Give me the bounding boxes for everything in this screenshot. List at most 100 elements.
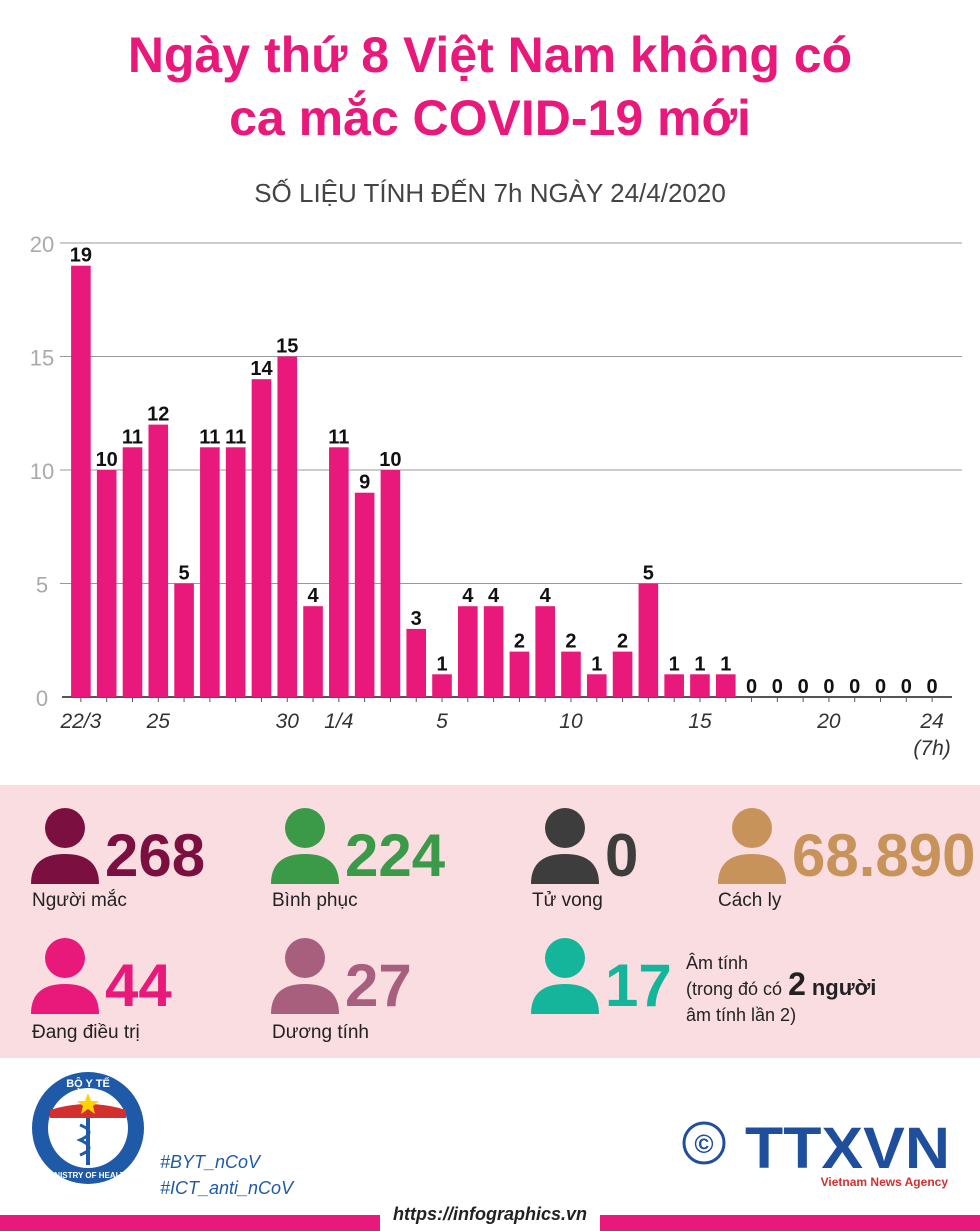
person-head bbox=[285, 808, 325, 848]
person-body bbox=[31, 854, 99, 884]
url[interactable]: https://infographics.vn bbox=[393, 1204, 587, 1224]
data-label: 11 bbox=[199, 426, 220, 448]
x-tick-note: (7h) bbox=[913, 737, 950, 760]
x-tick-label: 20 bbox=[816, 710, 841, 733]
stat-value: 44 bbox=[105, 952, 172, 1019]
person-body bbox=[271, 984, 339, 1014]
bar bbox=[561, 651, 581, 697]
note-pre: (trong đó có bbox=[686, 979, 782, 999]
subtitle: SỐ LIỆU TÍNH ĐẾN 7h NGÀY 24/4/2020 bbox=[254, 178, 726, 208]
bar bbox=[458, 606, 478, 697]
bar bbox=[406, 628, 427, 697]
stat-label: Người mắc bbox=[32, 889, 127, 911]
data-label: 1 bbox=[669, 653, 680, 675]
person-head bbox=[732, 808, 772, 848]
data-label: 15 bbox=[276, 336, 298, 358]
data-label: 0 bbox=[746, 676, 757, 698]
data-label: 19 bbox=[70, 245, 92, 267]
data-label: 0 bbox=[875, 676, 886, 698]
x-tick-label: 10 bbox=[559, 710, 583, 733]
person-head bbox=[285, 938, 325, 978]
data-label: 2 bbox=[617, 631, 628, 653]
y-tick-label: 20 bbox=[30, 232, 54, 257]
bar bbox=[303, 606, 323, 697]
x-tick-label: 25 bbox=[146, 710, 171, 733]
stat: 17 Âm tính (trong đó có 2 người âm tính lần 2… bbox=[531, 938, 876, 1025]
data-label: 4 bbox=[462, 585, 474, 607]
bar bbox=[71, 265, 91, 697]
bar bbox=[354, 492, 375, 697]
person-body bbox=[31, 984, 99, 1014]
person-head bbox=[545, 808, 585, 848]
data-label: 0 bbox=[798, 676, 809, 698]
note-post: người bbox=[812, 975, 877, 1000]
bar bbox=[509, 651, 530, 697]
hashtag: #ICT_anti_nCoV bbox=[160, 1178, 295, 1198]
person-head bbox=[45, 938, 85, 978]
copyright: © bbox=[694, 1129, 713, 1159]
bar bbox=[715, 674, 736, 697]
stat-label: Dương tính bbox=[272, 1022, 369, 1043]
stat-value: 27 bbox=[345, 952, 412, 1019]
agency-logo: TTXVN bbox=[745, 1116, 950, 1181]
person-head bbox=[45, 808, 85, 848]
bar bbox=[535, 606, 555, 697]
person-body bbox=[718, 854, 786, 884]
data-label: 10 bbox=[96, 449, 118, 471]
bar bbox=[638, 583, 659, 697]
data-label: 1 bbox=[694, 653, 705, 675]
x-tick-label: 22/3 bbox=[59, 710, 101, 733]
person-head bbox=[545, 938, 585, 978]
bar bbox=[277, 356, 298, 697]
person-body bbox=[531, 984, 599, 1014]
stat-value: 68.890 bbox=[792, 822, 976, 889]
bar bbox=[122, 447, 143, 697]
logo-star bbox=[77, 1093, 99, 1114]
stat-label: Tử vong bbox=[532, 890, 603, 911]
bar bbox=[612, 651, 633, 697]
data-label: 5 bbox=[643, 563, 654, 585]
bar bbox=[432, 674, 452, 697]
data-label: 0 bbox=[901, 676, 912, 698]
logo-snake bbox=[76, 1123, 91, 1157]
x-tick-label: 1/4 bbox=[324, 710, 353, 733]
note-head: Âm tính bbox=[686, 953, 748, 973]
data-label: 11 bbox=[328, 426, 349, 448]
y-tick-label: 10 bbox=[30, 459, 54, 484]
data-label: 2 bbox=[565, 631, 576, 653]
data-label: 9 bbox=[359, 472, 370, 494]
stat: 27 Dương tính bbox=[271, 938, 412, 1043]
x-tick-label: 24 bbox=[919, 710, 943, 733]
bar bbox=[225, 447, 246, 697]
stat-value: 224 bbox=[345, 822, 446, 889]
data-label: 3 bbox=[411, 608, 422, 630]
data-label: 0 bbox=[772, 676, 783, 698]
data-label: 11 bbox=[122, 426, 143, 448]
x-tick-label: 30 bbox=[276, 710, 300, 733]
data-label: 1 bbox=[720, 653, 731, 675]
data-label: 10 bbox=[379, 449, 401, 471]
agency-full: Vietnam News Agency bbox=[821, 1175, 949, 1189]
data-label: 4 bbox=[488, 585, 500, 607]
data-label: 11 bbox=[225, 426, 246, 448]
person-body bbox=[271, 854, 339, 884]
data-label: 2 bbox=[514, 631, 525, 653]
bar bbox=[690, 674, 710, 697]
x-tick-label: 15 bbox=[688, 710, 712, 733]
note-line: (trong đó có 2 người bbox=[686, 966, 876, 1002]
bar bbox=[380, 470, 401, 697]
note-count: 2 bbox=[788, 966, 806, 1002]
hashtag: #BYT_nCoV bbox=[160, 1152, 262, 1172]
stats-panel bbox=[0, 785, 980, 1058]
stat-value: 268 bbox=[105, 822, 205, 889]
x-tick-label: 5 bbox=[436, 710, 448, 733]
bar bbox=[483, 606, 504, 697]
title-line: ca mắc COVID-19 mới bbox=[229, 90, 751, 146]
stat: 68.890 Cách ly bbox=[718, 808, 976, 911]
bar bbox=[664, 674, 684, 697]
bar bbox=[586, 674, 607, 697]
ministry-bottom: MINISTRY OF HEALTH bbox=[45, 1171, 130, 1180]
y-tick-label: 0 bbox=[36, 686, 48, 711]
data-label: 12 bbox=[147, 404, 169, 426]
